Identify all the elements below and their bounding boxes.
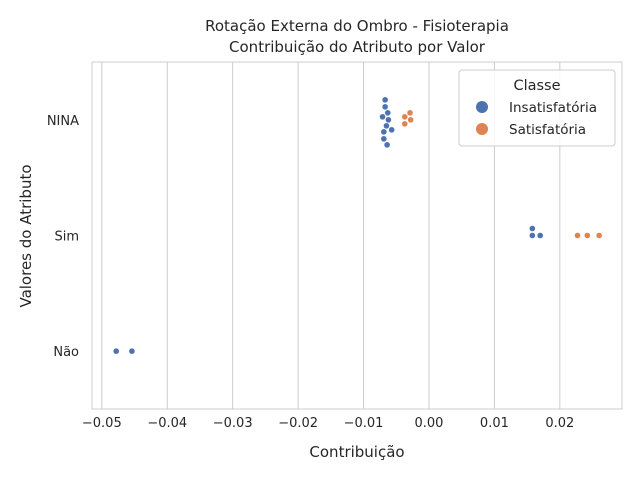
data-point	[401, 113, 408, 121]
data-point	[379, 113, 386, 121]
x-tick-label: −0.04	[147, 416, 187, 431]
chart-subtitle: Contribuição do Atributo por Valor	[229, 38, 486, 56]
legend-box	[458, 69, 616, 147]
data-point	[406, 109, 414, 117]
data-point	[381, 103, 389, 111]
legend-label: Satisfatória	[509, 122, 586, 138]
legend: Classe Insatisfatória Satisfatória	[458, 69, 616, 147]
legend-title: Classe	[513, 78, 560, 94]
x-tick-label: 0.01	[480, 416, 509, 431]
points-layer	[113, 96, 603, 355]
data-point	[595, 232, 603, 239]
data-point	[401, 120, 408, 128]
y-axis-label: Valores do Atributo	[17, 164, 35, 307]
legend-label: Insatisfatória	[509, 100, 597, 116]
x-tick-label: 0.02	[545, 416, 574, 431]
data-point	[383, 122, 390, 130]
data-point	[537, 232, 544, 239]
data-point	[407, 116, 414, 124]
legend-marker	[476, 123, 488, 135]
y-tick-label: Não	[53, 345, 79, 360]
data-point	[113, 347, 120, 355]
data-point	[584, 232, 591, 239]
x-tick-label: −0.03	[213, 416, 253, 431]
x-tick-label: −0.05	[82, 416, 122, 431]
y-tick-label: NINA	[47, 114, 79, 129]
y-ticks: NINA Sim Não	[47, 114, 79, 360]
x-tick-label: −0.01	[344, 416, 384, 431]
data-point	[381, 96, 389, 104]
data-point	[383, 141, 391, 149]
data-point	[529, 232, 536, 239]
x-tick-label: −0.02	[278, 416, 318, 431]
legend-marker	[476, 101, 488, 113]
y-tick-label: Sim	[54, 230, 79, 245]
legend-items: Insatisfatória Satisfatória	[476, 100, 597, 138]
data-point	[574, 232, 581, 239]
x-axis-label: Contribuição	[309, 443, 404, 461]
data-point	[128, 347, 136, 355]
data-point	[529, 225, 536, 232]
data-point	[388, 126, 395, 134]
data-point	[385, 116, 392, 124]
data-point	[380, 135, 388, 143]
plot-frame	[91, 61, 623, 410]
x-ticks: −0.05 −0.04 −0.03 −0.02 −0.01 0.00 0.01 0.02	[82, 416, 574, 431]
data-point	[384, 109, 391, 117]
chart-title: Rotação Externa do Ombro - Fisioterapia	[205, 17, 509, 35]
data-point	[380, 128, 388, 136]
x-tick-label: 0.00	[414, 416, 443, 431]
